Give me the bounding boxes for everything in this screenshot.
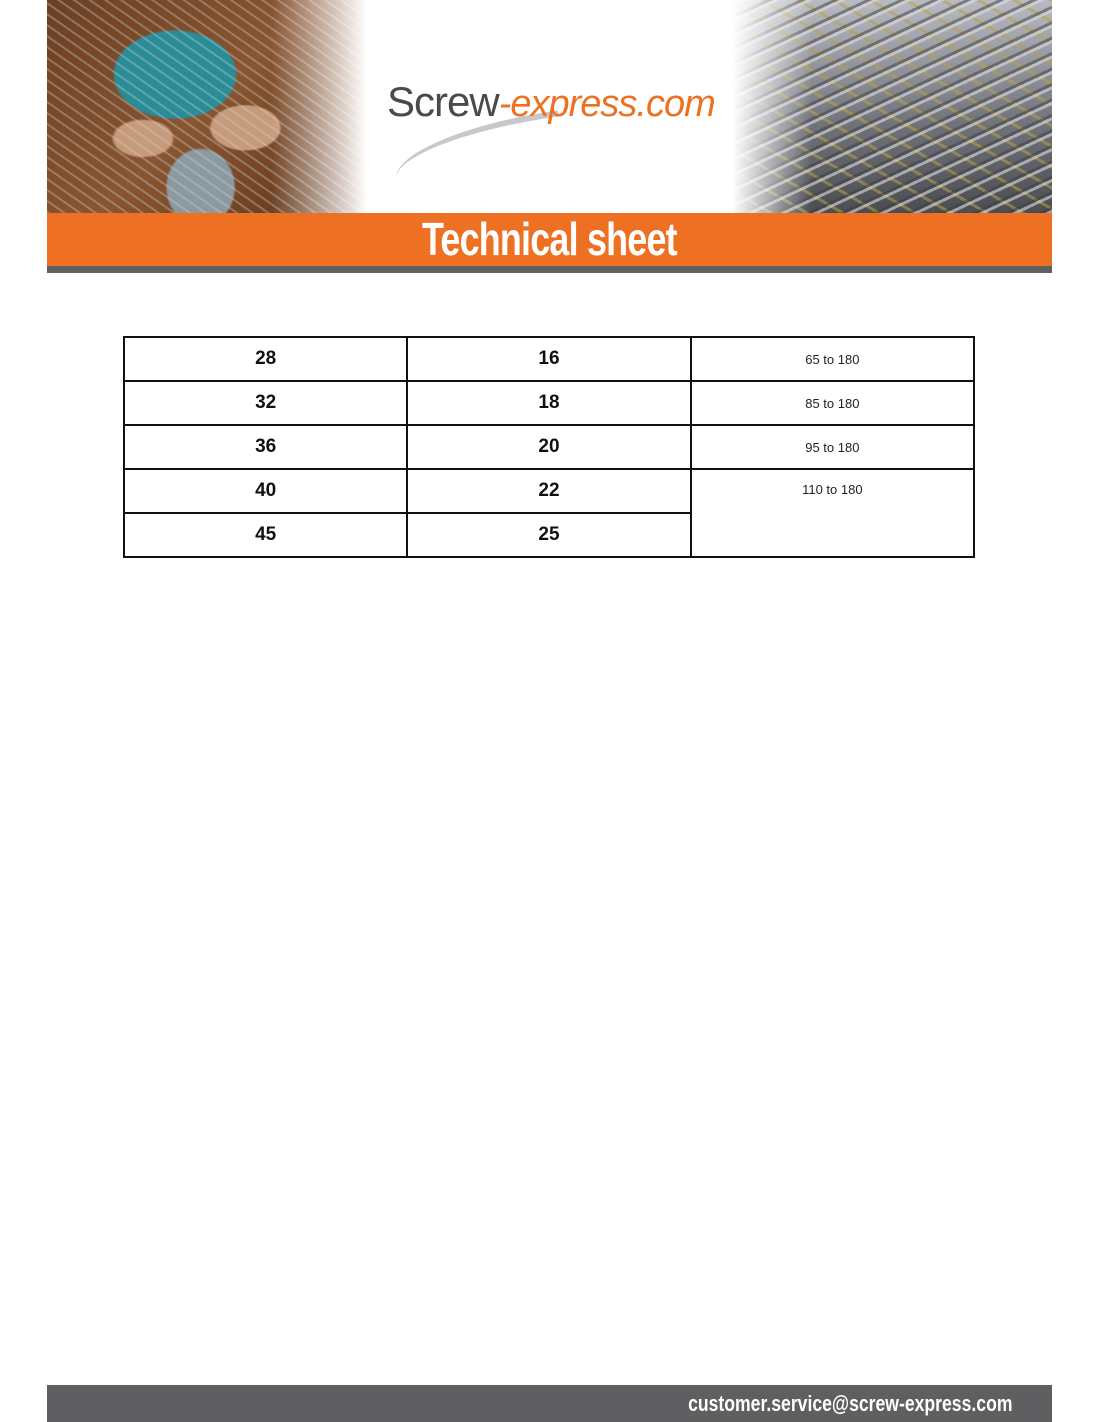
- screws-photo: [732, 0, 1052, 213]
- table-row: 40 22 110 to 180: [122, 468, 976, 558]
- table-cell: 45: [122, 512, 409, 558]
- footer: customer.service@screw-express.com: [47, 1385, 1052, 1422]
- table-cell: 16: [406, 336, 692, 382]
- table-row: 32 18 85 to 180: [122, 380, 976, 426]
- table-row: 36 20 95 to 180: [122, 424, 976, 470]
- table-cell: 95 to 180: [689, 424, 976, 470]
- table-cell: 85 to 180: [689, 380, 976, 426]
- table-cell: 22: [406, 468, 692, 514]
- header-banner: Screw-express.com: [47, 0, 1052, 213]
- divider: [47, 266, 1052, 273]
- table-cell: 28: [122, 336, 409, 382]
- table-cell: 65 to 180: [689, 336, 976, 382]
- spec-table: 28 16 65 to 180 32 18 85 to 180 36 20 95…: [122, 336, 976, 558]
- table-cell: 110 to 180: [689, 468, 976, 558]
- logo: Screw-express.com: [387, 78, 716, 125]
- workbench-photo: [47, 0, 367, 213]
- table-cell: 18: [406, 380, 692, 426]
- page-title: Technical sheet: [422, 213, 678, 265]
- title-band: Technical sheet: [47, 213, 1052, 266]
- table-cell: 36: [122, 424, 409, 470]
- table-row: 45 25: [122, 512, 974, 558]
- table-cell: 25: [406, 512, 692, 558]
- table-row: 28 16 65 to 180: [122, 336, 976, 382]
- table-cell: 40: [122, 468, 409, 514]
- table-cell: 20: [406, 424, 692, 470]
- contact-email: customer.service@screw-express.com: [687, 1391, 1012, 1416]
- table-cell: 32: [122, 380, 409, 426]
